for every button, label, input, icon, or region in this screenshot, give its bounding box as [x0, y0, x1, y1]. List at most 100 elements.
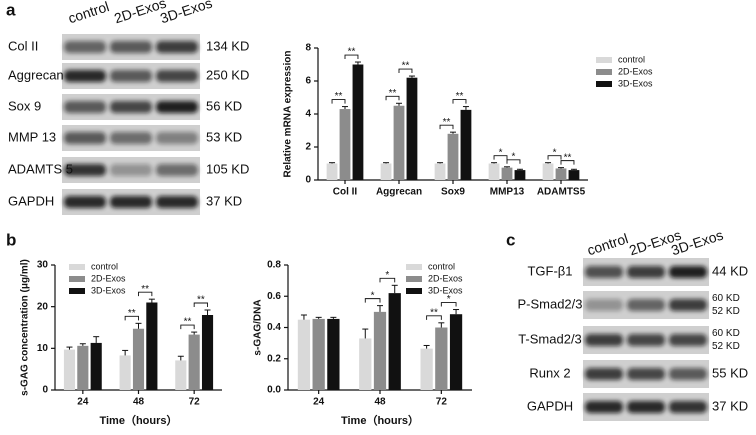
legend-swatch — [406, 288, 422, 294]
blot-band — [156, 164, 198, 176]
bar — [501, 167, 513, 180]
panel-label: b — [6, 230, 16, 249]
x-tick-label: Col II — [333, 187, 358, 198]
legend-swatch — [69, 264, 85, 270]
bar — [434, 163, 446, 180]
bar — [339, 109, 351, 180]
blot-band — [585, 299, 623, 311]
protein-label: GAPDH — [8, 193, 54, 208]
y-tick-label: 0.4 — [267, 322, 281, 333]
significance-bracket — [193, 302, 208, 307]
x-axis-title: Time（hours） — [99, 414, 177, 427]
y-axis-title: s-GAG/DNA — [253, 299, 264, 355]
x-tick-label: 48 — [133, 397, 145, 408]
legend-label: 3D-Exos — [618, 78, 653, 88]
protein-label: TGF-β1 — [527, 263, 572, 278]
kd-label: 105 KD — [206, 161, 249, 176]
legend-label: 2D-Exos — [618, 66, 653, 76]
lane-label: 3D-Exos — [158, 0, 214, 26]
x-tick-label: 72 — [189, 397, 201, 408]
significance-label: ** — [389, 88, 397, 99]
lane-label: control — [66, 0, 111, 26]
significance-bracket — [138, 291, 153, 297]
bar — [447, 133, 459, 180]
significance-bracket — [560, 160, 575, 165]
significance-bracket — [385, 95, 400, 101]
blot-band — [156, 196, 198, 208]
blot-band — [110, 70, 152, 82]
bar — [132, 328, 145, 390]
blot-band — [110, 101, 152, 113]
y-tick-label: 0.2 — [267, 353, 281, 364]
significance-label: ** — [197, 295, 205, 306]
y-axis-title: s-GAG concentration (μg/ml) — [20, 259, 31, 396]
blot-band — [64, 70, 106, 82]
blot-band — [64, 196, 106, 208]
x-tick-label: Sox9 — [441, 187, 465, 198]
panel-label: a — [6, 0, 16, 19]
blot-band — [64, 132, 106, 144]
blot-band — [64, 164, 106, 176]
x-tick-label: 24 — [313, 397, 325, 408]
bar — [297, 319, 311, 390]
bar — [449, 314, 463, 390]
lane-label: control — [585, 230, 630, 258]
bar — [388, 293, 401, 390]
protein-label: Aggrecan — [8, 67, 64, 82]
y-tick-label: 20 — [37, 301, 49, 312]
significance-bracket — [506, 159, 521, 164]
kd-label: 52 KD — [712, 306, 740, 317]
kd-label: 60 KD — [712, 328, 740, 339]
bar — [568, 170, 580, 180]
legend-swatch — [596, 57, 612, 63]
significance-bracket — [124, 315, 139, 321]
significance-bracket — [379, 277, 396, 283]
kd-label: 56 KD — [206, 98, 242, 113]
blot-band — [156, 70, 198, 82]
significance-bracket — [426, 315, 442, 320]
bar — [359, 338, 372, 390]
protein-label: Runx 2 — [529, 365, 570, 380]
blot-band — [627, 401, 665, 413]
significance-label: * — [371, 290, 375, 301]
protein-label: GAPDH — [527, 398, 573, 413]
significance-bracket — [547, 155, 562, 160]
blot-band — [585, 368, 623, 380]
bar — [327, 318, 340, 390]
blot-band — [627, 334, 665, 346]
bar — [460, 109, 472, 180]
significance-label: ** — [348, 47, 356, 58]
bar — [90, 342, 102, 390]
blot-band — [110, 164, 152, 176]
x-tick-label: MMP13 — [490, 187, 525, 198]
bar — [146, 302, 158, 390]
significance-bracket — [331, 99, 346, 104]
blot-band — [669, 266, 707, 278]
bar — [77, 345, 89, 390]
legend-swatch — [596, 81, 612, 87]
kd-label: 55 KD — [712, 365, 748, 380]
blot-band — [156, 41, 198, 53]
blot-band — [669, 368, 707, 380]
blot-band — [585, 334, 623, 346]
blot-band — [627, 266, 665, 278]
panel-label: c — [506, 230, 515, 249]
bar — [393, 105, 405, 180]
blot-band — [669, 401, 707, 413]
legend-swatch — [596, 69, 612, 75]
kd-label: 44 KD — [712, 263, 748, 278]
significance-label: * — [553, 147, 557, 158]
significance-label: ** — [456, 91, 464, 102]
significance-bracket — [440, 302, 457, 307]
significance-label: ** — [335, 91, 343, 102]
legend-label: 3D-Exos — [428, 285, 463, 295]
protein-label: Sox 9 — [8, 98, 41, 113]
bar — [435, 327, 448, 390]
kd-label: 250 KD — [206, 67, 249, 82]
significance-label: ** — [430, 307, 438, 318]
significance-bracket — [398, 68, 413, 74]
bar — [312, 318, 325, 390]
blot-band — [585, 401, 623, 413]
bar — [119, 355, 131, 390]
